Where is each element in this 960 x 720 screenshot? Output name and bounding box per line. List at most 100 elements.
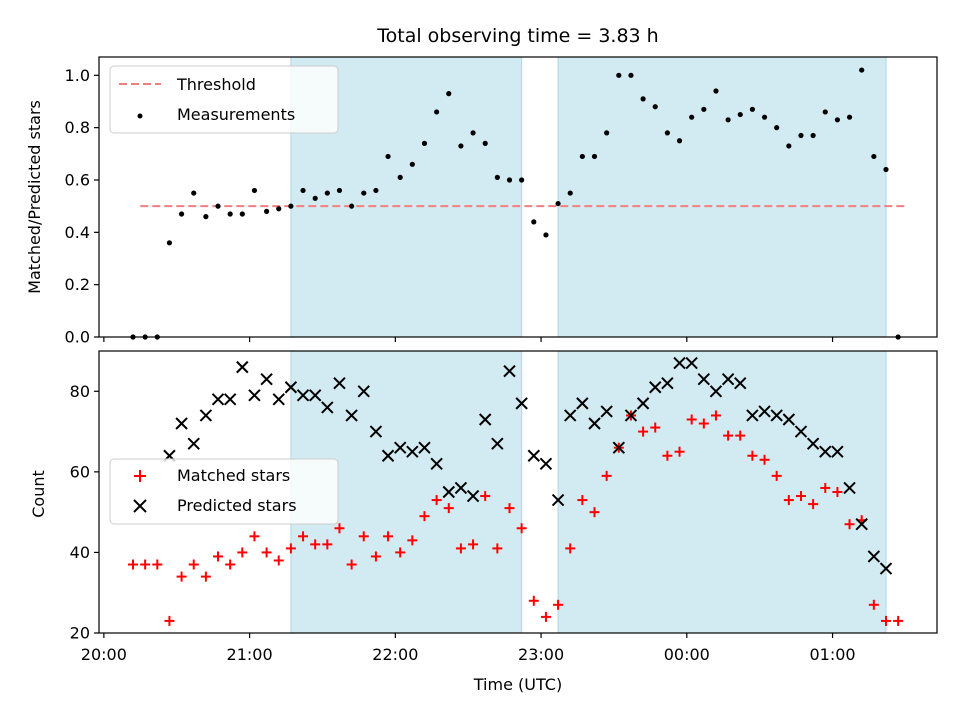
x-tick-label: 23:00 xyxy=(518,645,564,664)
predicted-star-point xyxy=(624,409,638,422)
matched-star-point xyxy=(213,551,224,562)
predicted-star-point xyxy=(636,397,650,410)
predicted-x-b xyxy=(649,381,662,394)
predicted-star-point xyxy=(357,385,370,398)
predicted-x-b xyxy=(236,360,249,374)
predicted-star-point xyxy=(539,457,553,471)
predicted-x-b xyxy=(661,377,674,390)
y-tick-label: 1.0 xyxy=(65,66,90,85)
measurement-point xyxy=(616,72,622,78)
matched-star-point xyxy=(844,519,855,530)
predicted-star-point xyxy=(236,360,249,374)
predicted-star-point xyxy=(673,356,686,370)
matched-star-point xyxy=(334,523,345,534)
predicted-star-point xyxy=(503,364,516,378)
matched-star-point xyxy=(225,559,236,570)
matched-star-point xyxy=(310,539,321,550)
matched-star-point xyxy=(407,535,418,546)
predicted-x-b xyxy=(260,372,273,386)
matched-star-point xyxy=(395,547,406,558)
predicted-star-point xyxy=(491,437,504,450)
predicted-x-b xyxy=(600,405,613,418)
predicted-star-point xyxy=(819,445,832,458)
matched-star-point xyxy=(832,487,843,497)
measurement-point xyxy=(251,187,258,194)
predicted-x-b xyxy=(843,481,856,495)
predicted-x-b xyxy=(491,437,504,450)
matched-star-point xyxy=(273,555,284,566)
measurement-point xyxy=(798,132,804,139)
matched-star-point xyxy=(771,470,782,481)
y-tick-label: 0.2 xyxy=(65,275,90,294)
measurement-point xyxy=(846,114,853,120)
legend-threshold-label: Threshold xyxy=(176,75,256,94)
matched-star-point xyxy=(152,559,163,570)
predicted-star-point xyxy=(831,445,844,458)
x-tick-label: 01:00 xyxy=(809,645,855,664)
measurement-point xyxy=(203,214,209,220)
measurement-point xyxy=(628,72,634,78)
matched-star-point xyxy=(492,543,503,554)
x-tick-label: 00:00 xyxy=(664,645,710,664)
legend-predicted-label: Predicted stars xyxy=(177,496,297,515)
x-tick-label: 22:00 xyxy=(372,645,418,664)
predicted-star-point xyxy=(612,441,626,454)
predicted-x-b xyxy=(211,393,225,406)
predicted-x-b xyxy=(393,441,407,454)
predicted-star-point xyxy=(333,377,346,390)
matched-star-point xyxy=(747,450,758,461)
measurement-point xyxy=(178,211,185,217)
predicted-star-point xyxy=(649,381,662,394)
predicted-x-b xyxy=(697,372,711,386)
measurement-point xyxy=(470,130,476,136)
predicted-x-b xyxy=(551,493,565,507)
measurement-point xyxy=(579,153,585,160)
matched-star-point xyxy=(504,503,515,514)
measurement-point xyxy=(713,88,719,94)
predicted-x-b xyxy=(479,413,492,426)
matched-star-point xyxy=(370,551,381,562)
predicted-x-b xyxy=(879,562,893,575)
measurement-point xyxy=(871,153,877,160)
matched-star-point xyxy=(516,523,527,534)
measurement-point xyxy=(300,187,306,194)
measurement-point xyxy=(652,104,658,110)
measurement-point xyxy=(640,96,646,102)
measurement-point xyxy=(373,187,379,194)
predicted-star-point xyxy=(381,449,395,462)
predicted-star-point xyxy=(308,389,322,402)
predicted-star-point xyxy=(284,381,298,394)
measurement-point xyxy=(494,174,500,180)
predicted-star-point xyxy=(661,377,674,390)
predicted-x-b xyxy=(308,389,322,402)
legend-predicted-swatch xyxy=(133,499,147,513)
matched-star-point xyxy=(553,599,564,610)
predicted-x-b xyxy=(576,397,589,410)
predicted-star-point xyxy=(393,441,407,454)
measurement-point xyxy=(506,177,513,183)
matched-star-point xyxy=(176,571,187,582)
top-x-ticks xyxy=(103,337,834,342)
matched-star-point xyxy=(128,559,139,570)
predicted-x-b xyxy=(867,550,881,563)
measurement-point xyxy=(166,240,173,246)
measurement-point xyxy=(701,106,707,112)
measurement-point xyxy=(725,117,731,123)
matched-star-point xyxy=(480,491,491,502)
predicted-x-b xyxy=(758,405,771,418)
predicted-x-b xyxy=(819,445,832,458)
predicted-star-point xyxy=(527,449,540,462)
predicted-star-point xyxy=(272,393,285,406)
predicted-star-point xyxy=(406,445,419,458)
measurement-point xyxy=(822,109,828,115)
bottom-y-axis: 20 40 60 80 xyxy=(70,382,99,643)
predicted-x-b xyxy=(564,409,577,422)
measurement-point xyxy=(859,67,865,73)
measurement-point xyxy=(446,91,452,97)
measurement-point xyxy=(239,211,245,217)
matched-star-point xyxy=(723,430,734,441)
predicted-star-point xyxy=(855,518,868,531)
predicted-star-point xyxy=(211,393,225,406)
measurement-point xyxy=(543,232,549,238)
predicted-x-b xyxy=(321,401,334,414)
